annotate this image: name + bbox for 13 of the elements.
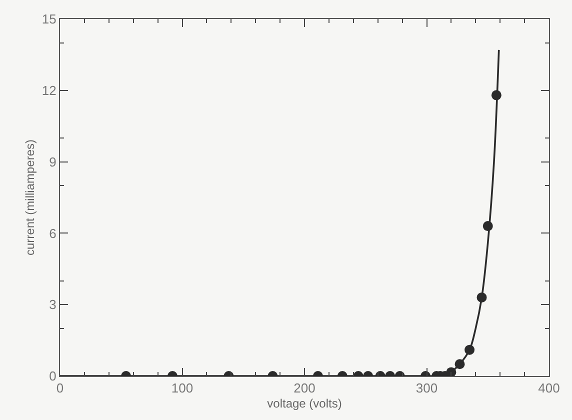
x-tick-label: 300 — [416, 380, 438, 396]
y-tick-label: 6 — [49, 226, 56, 241]
y-tick-label: 9 — [49, 154, 56, 170]
x-axis-title: voltage (volts) — [267, 396, 342, 410]
y-tick-label: 0 — [49, 368, 56, 384]
x-tick-label: 200 — [294, 380, 316, 396]
line-series — [60, 49, 500, 376]
y-axis-title: current (milliamperes) — [23, 139, 38, 256]
y-tick-label: 15 — [42, 12, 56, 27]
y-tick-label: 3 — [49, 297, 56, 312]
x-tick-label: 400 — [538, 380, 560, 396]
y-tick-label: 12 — [42, 82, 56, 98]
x-tick-label: 100 — [171, 380, 194, 396]
